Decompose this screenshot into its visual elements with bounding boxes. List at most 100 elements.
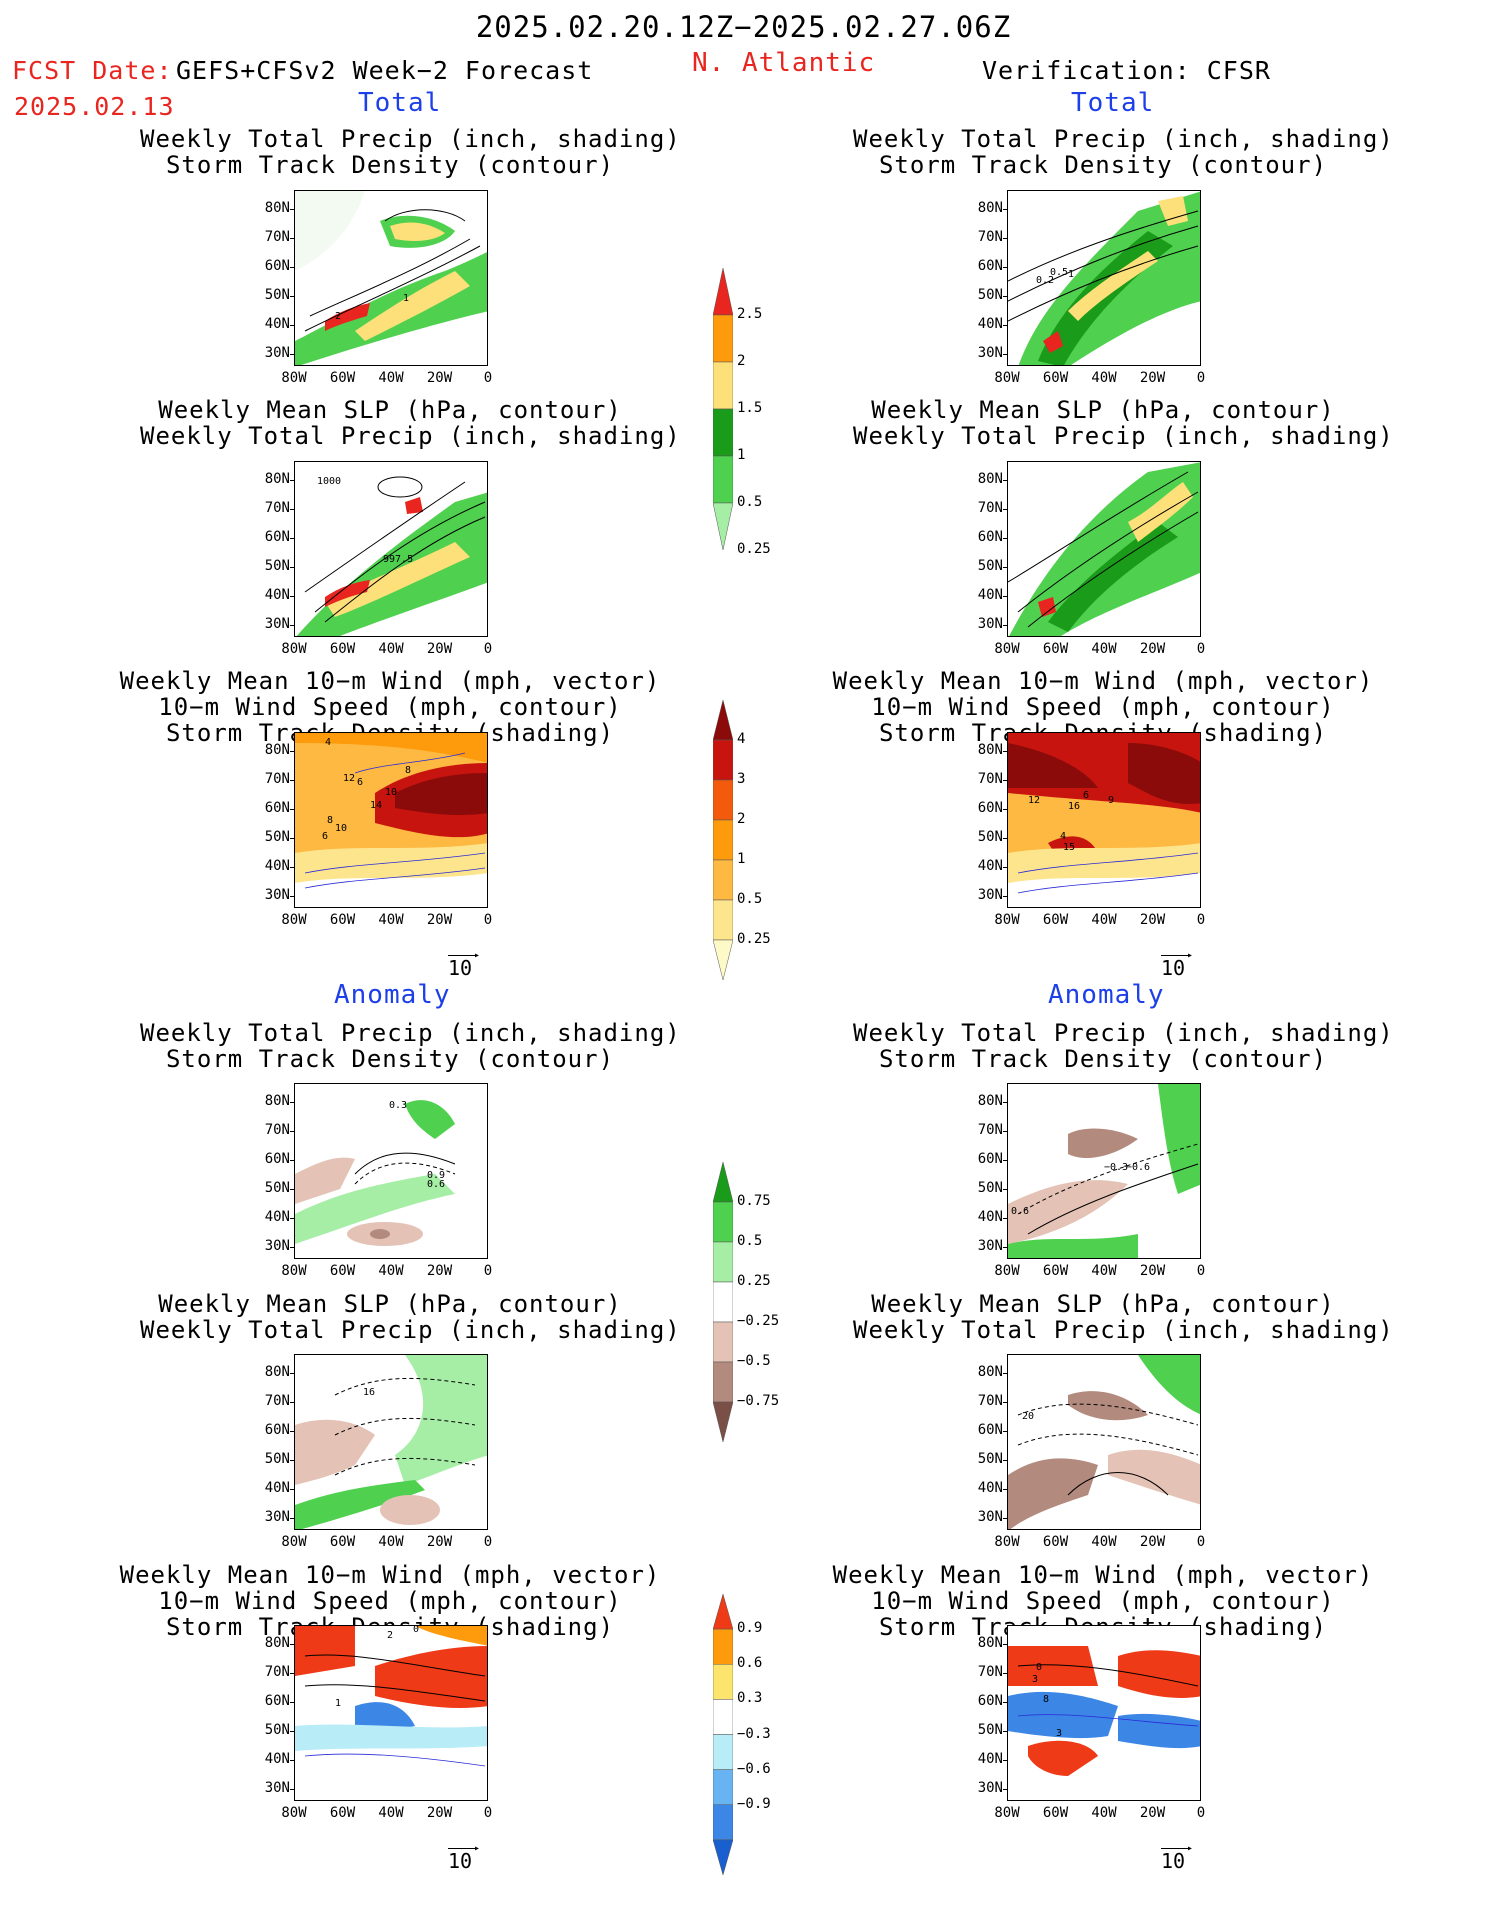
lat-label: 70N	[264, 1664, 290, 1680]
lat-tick	[290, 480, 294, 481]
lon-label: 20W	[1139, 370, 1166, 386]
lon-label: 60W	[1042, 370, 1069, 386]
lat-label: 70N	[977, 229, 1003, 245]
lat-tick	[290, 1789, 294, 1790]
lat-tick	[1003, 1102, 1007, 1103]
lat-label: 40N	[264, 1209, 290, 1225]
map-vf-total-precip: 0.2 0.5 1	[1007, 190, 1201, 366]
lat-tick	[1003, 567, 1007, 568]
colorbar-label: −0.25	[737, 1313, 780, 1329]
colorbar-label: 0.5	[737, 891, 763, 907]
lon-label: 60W	[329, 1805, 356, 1821]
lat-tick	[290, 1373, 294, 1374]
lat-tick	[1003, 751, 1007, 752]
lat-tick	[290, 838, 294, 839]
vector-ref-fc-anom: ▸ 10	[448, 1843, 480, 1873]
lat-label: 60N	[977, 1693, 1003, 1709]
title-fc-anom-wind: Weekly Mean 10−m Wind (mph, vector) 10−m …	[119, 1561, 661, 1641]
lat-tick	[1003, 1189, 1007, 1190]
colorbar-swatch	[713, 314, 733, 363]
lon-label: 0	[483, 912, 493, 928]
section-total-forecast: Total	[358, 88, 442, 118]
lat-tick	[1003, 296, 1007, 297]
contour-label: 0.5	[1050, 267, 1068, 278]
lat-label: 40N	[264, 1480, 290, 1496]
contour-label: 16	[1068, 801, 1080, 812]
lat-label: 30N	[264, 1509, 290, 1525]
lat-label: 80N	[977, 1364, 1003, 1380]
lat-label: 80N	[264, 1093, 290, 1109]
lat-tick	[290, 1673, 294, 1674]
lat-tick	[290, 1431, 294, 1432]
lat-tick	[290, 1402, 294, 1403]
lat-label: 70N	[977, 1122, 1003, 1138]
map-vf-anom-precip: −0.3 −0.6 0.6	[1007, 1083, 1201, 1259]
colorbar-swatches	[713, 700, 733, 980]
region-label: N. Atlantic	[692, 48, 876, 78]
contour-label: 1000	[317, 476, 341, 487]
lat-tick	[290, 1518, 294, 1519]
section-total-verification: Total	[1071, 88, 1155, 118]
lat-label: 30N	[977, 345, 1003, 361]
lat-tick	[1003, 809, 1007, 810]
contour-label: 0.9	[427, 1170, 445, 1181]
title-vf-total-slp: Weekly Mean SLP (hPa, contour) Weekly Tot…	[853, 396, 1394, 450]
lat-tick	[1003, 1160, 1007, 1161]
colorbar-label: 1.5	[737, 400, 763, 416]
contour-label: 12	[1028, 795, 1040, 806]
colorbar-label: 0.25	[737, 931, 771, 947]
lon-label: 40W	[1091, 1534, 1117, 1550]
lat-tick	[290, 325, 294, 326]
lat-label: 50N	[264, 1722, 290, 1738]
lat-label: 60N	[264, 1693, 290, 1709]
lat-tick	[290, 354, 294, 355]
lon-label: 80W	[994, 912, 1020, 928]
lat-label: 60N	[977, 800, 1003, 816]
lat-label: 40N	[264, 858, 290, 874]
lat-tick	[1003, 1431, 1007, 1432]
lat-tick	[290, 209, 294, 210]
lon-label: 40W	[378, 370, 404, 386]
lat-label: 70N	[264, 771, 290, 787]
lat-label: 60N	[264, 258, 290, 274]
lon-label: 0	[483, 1534, 493, 1550]
lat-label: 60N	[264, 1151, 290, 1167]
contour-label: 14	[370, 800, 382, 811]
contour-label: 6	[322, 831, 328, 842]
lat-tick	[1003, 596, 1007, 597]
lat-label: 50N	[977, 1722, 1003, 1738]
lat-label: 60N	[264, 800, 290, 816]
lat-label: 50N	[977, 829, 1003, 845]
colorbar-label: 0.9	[737, 1620, 763, 1637]
colorbar-label: −0.5	[737, 1353, 771, 1369]
lat-label: 30N	[264, 616, 290, 632]
colorbar-swatches	[713, 268, 733, 550]
lat-label: 70N	[264, 1122, 290, 1138]
lat-tick	[290, 238, 294, 239]
lat-tick	[290, 538, 294, 539]
colorbar-swatch	[713, 1769, 733, 1805]
fcst-date-value: 2025.02.13	[14, 92, 175, 121]
lat-label: 80N	[977, 742, 1003, 758]
colorbar-swatch	[713, 1734, 733, 1770]
contour-label: 8	[1043, 1694, 1049, 1705]
lon-label: 0	[483, 641, 493, 657]
lon-label: 60W	[329, 1263, 356, 1279]
lat-tick	[1003, 1673, 1007, 1674]
lat-label: 40N	[977, 1209, 1003, 1225]
lon-label: 40W	[1091, 1263, 1117, 1279]
title-vf-total-precip: Weekly Total Precip (inch, shading) Storm…	[853, 125, 1394, 179]
map-vf-total-slp	[1007, 461, 1201, 637]
contour-label: 6	[357, 777, 363, 788]
contour-label: 1	[1068, 269, 1074, 280]
contour-label: 0.3	[389, 1100, 407, 1111]
lat-tick	[290, 751, 294, 752]
lat-tick	[290, 509, 294, 510]
lat-tick	[1003, 896, 1007, 897]
contour-label: 12	[343, 773, 355, 784]
lat-label: 40N	[977, 1480, 1003, 1496]
colorbar-swatch	[713, 700, 733, 741]
lat-label: 50N	[977, 558, 1003, 574]
lon-label: 80W	[281, 641, 307, 657]
lon-label: 20W	[1139, 641, 1166, 657]
